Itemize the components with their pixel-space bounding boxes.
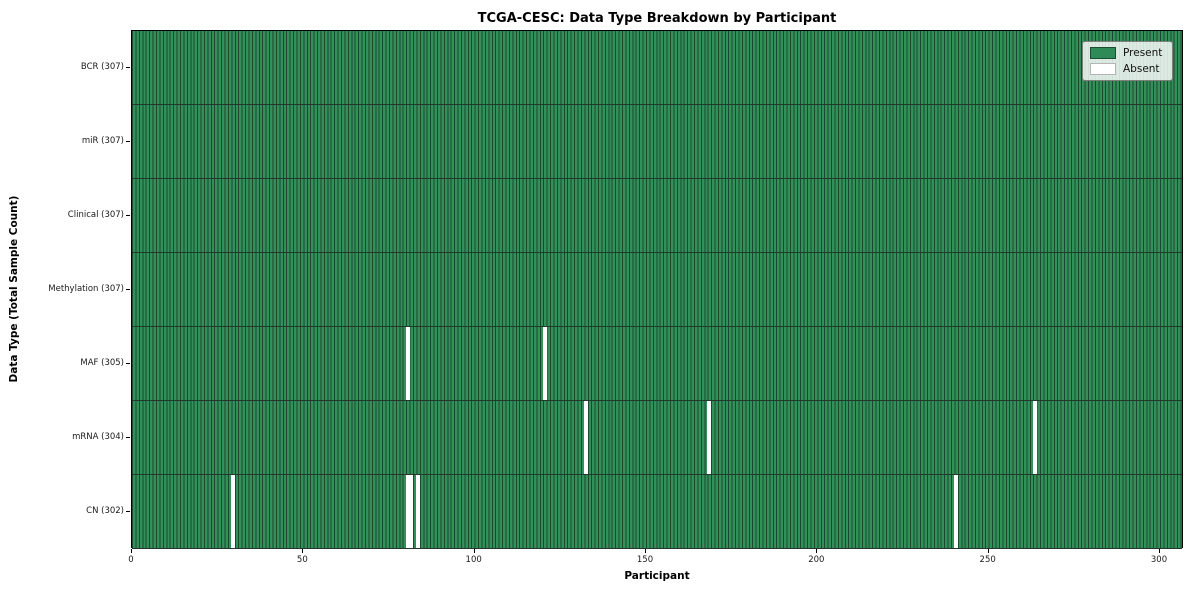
x-tick-label: 150 xyxy=(636,555,654,565)
absent-bar xyxy=(231,475,236,548)
absent-bar xyxy=(416,475,421,548)
y-tick-mark xyxy=(126,289,130,290)
heatmap-row-maf xyxy=(132,327,1182,401)
x-tick-label: 200 xyxy=(808,555,825,565)
heatmap-row-mrna xyxy=(132,401,1182,475)
y-tick-label: CN (302) xyxy=(86,506,124,516)
heatmap-row-methylation xyxy=(132,253,1182,327)
legend: Present Absent xyxy=(1082,41,1173,81)
legend-item-absent: Absent xyxy=(1090,63,1165,75)
y-tick-mark xyxy=(126,215,130,216)
x-tick-mark xyxy=(816,549,818,553)
x-tick-mark xyxy=(1159,549,1160,553)
heatmap-row-cn xyxy=(132,475,1182,549)
absent-bar xyxy=(584,401,589,474)
absent-bar xyxy=(405,475,410,548)
y-tick-mark xyxy=(126,141,130,142)
x-tick-label: 100 xyxy=(465,555,482,565)
heatmap-row-clinical xyxy=(132,179,1182,253)
x-tick-label: 250 xyxy=(979,555,996,565)
x-axis-label: Participant xyxy=(624,570,690,582)
present-swatch-icon xyxy=(1090,47,1116,59)
y-tick-label: Clinical (307) xyxy=(67,210,124,220)
absent-bar xyxy=(707,401,712,474)
x-tick-mark xyxy=(473,549,475,553)
x-tick-label: 0 xyxy=(128,555,134,565)
y-tick-label: miR (307) xyxy=(81,136,124,146)
legend-label: Absent xyxy=(1123,63,1160,75)
y-tick-mark xyxy=(126,437,130,438)
x-tick-label: 50 xyxy=(296,555,308,565)
y-tick-label: MAF (305) xyxy=(80,358,124,368)
absent-bar xyxy=(954,475,959,548)
absent-bar xyxy=(405,327,410,400)
heatmap-row-bcr xyxy=(132,31,1182,105)
absent-bar xyxy=(409,475,414,548)
x-tick-label: 300 xyxy=(1150,555,1168,565)
y-tick-mark xyxy=(126,67,130,68)
y-tick-label: BCR (307) xyxy=(80,62,124,72)
chart-title: TCGA-CESC: Data Type Breakdown by Partic… xyxy=(477,11,837,26)
y-tick-mark xyxy=(126,511,130,512)
heatmap-row-mir xyxy=(132,105,1182,179)
x-tick-mark xyxy=(302,549,304,553)
x-tick-mark xyxy=(645,549,646,553)
absent-bar xyxy=(1032,401,1037,474)
legend-label: Present xyxy=(1123,47,1163,59)
x-tick-mark xyxy=(987,549,989,553)
absent-bar xyxy=(542,327,547,400)
y-tick-label: Methylation (307) xyxy=(48,284,124,294)
x-tick-mark xyxy=(131,549,132,553)
y-tick-label: mRNA (304) xyxy=(72,432,124,442)
legend-item-present: Present xyxy=(1090,47,1165,59)
absent-swatch-icon xyxy=(1090,63,1116,75)
y-tick-mark xyxy=(126,363,130,364)
plot-area: Present Absent xyxy=(131,30,1183,549)
